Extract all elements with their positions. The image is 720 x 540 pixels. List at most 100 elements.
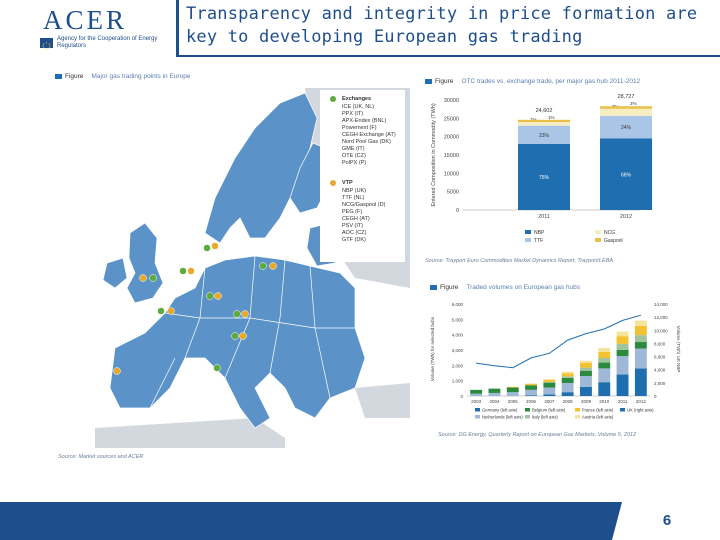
otc-vs-exchange-chart: Entered Composition in Commodity (TWh) 30… — [431, 94, 652, 244]
chart1-bar-label: 1% — [530, 117, 537, 122]
chart1-ytick: 15000 — [444, 153, 459, 159]
chart1-xtick: 2012 — [620, 214, 632, 220]
chart2-bar — [543, 381, 556, 383]
chart1-bar-label: 1% — [548, 115, 555, 120]
chart1-ytick: 5000 — [447, 190, 459, 196]
chart2-bar — [616, 350, 629, 357]
chart2-bar — [561, 382, 574, 393]
chart1-bar — [518, 125, 570, 144]
hub-item: NBP (UK) — [342, 188, 367, 194]
map-uk — [126, 222, 164, 304]
chart2-legend-swatch — [525, 415, 530, 419]
exchange-item: OTE (CZ) — [342, 153, 366, 159]
chart2-legend-swatch — [575, 415, 580, 419]
chart2-bar — [634, 348, 647, 369]
hub-marker — [211, 242, 219, 250]
chart2-source: Source: DG Energy, Quarterly Report on E… — [438, 432, 637, 438]
chart1-legend-swatch — [525, 230, 531, 234]
hub-marker — [269, 262, 277, 270]
chart2-bar — [580, 370, 592, 377]
exchange-marker — [213, 364, 221, 372]
map-figure-title: Figure Major gas trading points in Europe — [55, 73, 190, 80]
hub-marker — [139, 274, 147, 282]
chart2-legend-label: Belgium (left axis) — [532, 408, 566, 413]
exchange-legend-dot — [330, 96, 336, 102]
chart2-bar — [506, 386, 519, 388]
chart2-ytick-right: 10,000 — [654, 328, 668, 333]
acer-logo: ACER Agency for the Cooperation of Energ… — [40, 5, 170, 50]
chart2-ytick-left: 4,000 — [452, 333, 464, 338]
chart2-title: Figure Traded volumes on European gas hub… — [430, 284, 580, 291]
chart2-bar — [488, 392, 501, 396]
exchanges-heading: Exchanges — [342, 96, 372, 102]
chart1-xtick: 2011 — [538, 214, 550, 220]
chart2-bar — [616, 374, 629, 396]
chart2-bar — [506, 387, 519, 393]
chart2-ytick-left: 3,000 — [452, 348, 464, 353]
page-title: Transparency and integrity in price form… — [186, 4, 698, 47]
chart2-xtick: 2007 — [544, 399, 555, 404]
chart2-ytick-right: 14,000 — [654, 302, 668, 307]
chart2-legend-swatch — [475, 408, 480, 412]
chart1-bar-label: 66% — [621, 172, 632, 178]
figure-square-icon — [430, 284, 437, 290]
chart2-bar — [598, 362, 611, 369]
chart2-xtick: 2003 — [471, 399, 482, 404]
chart2-bar — [580, 386, 592, 396]
chart2-xtick: 2004 — [489, 399, 500, 404]
chart2-bar — [470, 389, 483, 394]
chart1-bar-label: 23% — [539, 133, 550, 139]
chart2-legend-label: Austria (left axis) — [582, 415, 614, 420]
exchanges-list: ICE (UK, NL) PPX (IT) APX-Endex (BNL) Po… — [342, 104, 396, 167]
hub-marker — [239, 332, 247, 340]
chart1-bar — [600, 108, 652, 116]
chart1-bar — [600, 115, 652, 139]
chart2-bar — [543, 387, 556, 395]
chart1-legend-swatch — [595, 238, 601, 242]
chart2-ytick-right: 6,000 — [654, 355, 666, 360]
chart1-ytick: 30000 — [444, 98, 459, 104]
exchange-marker — [149, 274, 157, 282]
chart2-ytick-right: 0 — [654, 394, 657, 399]
chart2-xtick: 2011 — [618, 399, 628, 404]
chart1-ytick: 20000 — [444, 135, 459, 141]
hub-marker — [241, 310, 249, 318]
hub-marker — [167, 307, 175, 315]
hub-item: CEGH (AT) — [342, 216, 370, 222]
chart1-bar — [518, 122, 570, 126]
chart2-bar — [634, 335, 647, 343]
exchange-marker — [259, 262, 267, 270]
chart1-bar-label: 2% — [630, 101, 637, 106]
chart2-ytick-right: 8,000 — [654, 341, 666, 346]
chart1-ylabel: Entered Composition in Commodity (TWh) — [431, 103, 437, 206]
chart2-bar — [634, 368, 647, 396]
chart2-ytick-left: 6,000 — [452, 302, 464, 307]
chart2-ytick-right: 4,000 — [654, 368, 666, 373]
chart2-bar — [525, 395, 537, 396]
chart1-legend-label: NBP — [534, 230, 545, 236]
chart2-bar — [561, 376, 574, 378]
chart2-legend-label: Germany (left axis) — [482, 408, 518, 413]
chart2-bar — [580, 360, 592, 364]
chart2-legend-swatch — [475, 415, 480, 419]
figure-square-icon — [425, 78, 432, 84]
chart2-legend-swatch — [620, 408, 625, 412]
map-legend: Exchanges ICE (UK, NL) PPX (IT) APX-Ende… — [320, 90, 405, 262]
header: ACER Agency for the Cooperation of Energ… — [0, 0, 720, 58]
chart2-bar — [561, 371, 574, 374]
footer-bar — [0, 502, 720, 540]
exchange-item: CEGH Exchange (AT) — [342, 132, 396, 138]
chart2-bar — [616, 343, 629, 350]
chart2-legend-label: France (left axis) — [582, 408, 614, 413]
exchange-item: ICE (UK, NL) — [342, 104, 375, 110]
chart1-bar-label: 75% — [539, 175, 550, 181]
chart2-legend-label: Italy (left axis) — [532, 415, 558, 420]
footer-notch — [622, 502, 720, 540]
chart2-ytick-right: 12,000 — [654, 315, 668, 320]
chart1-total-label: 28,727 — [618, 94, 635, 100]
map-turkey — [355, 383, 410, 418]
chart2-bar — [543, 382, 556, 388]
chart2-bar — [525, 389, 537, 396]
chart1-bar — [518, 119, 570, 122]
exchange-item: GME (IT) — [342, 146, 365, 152]
